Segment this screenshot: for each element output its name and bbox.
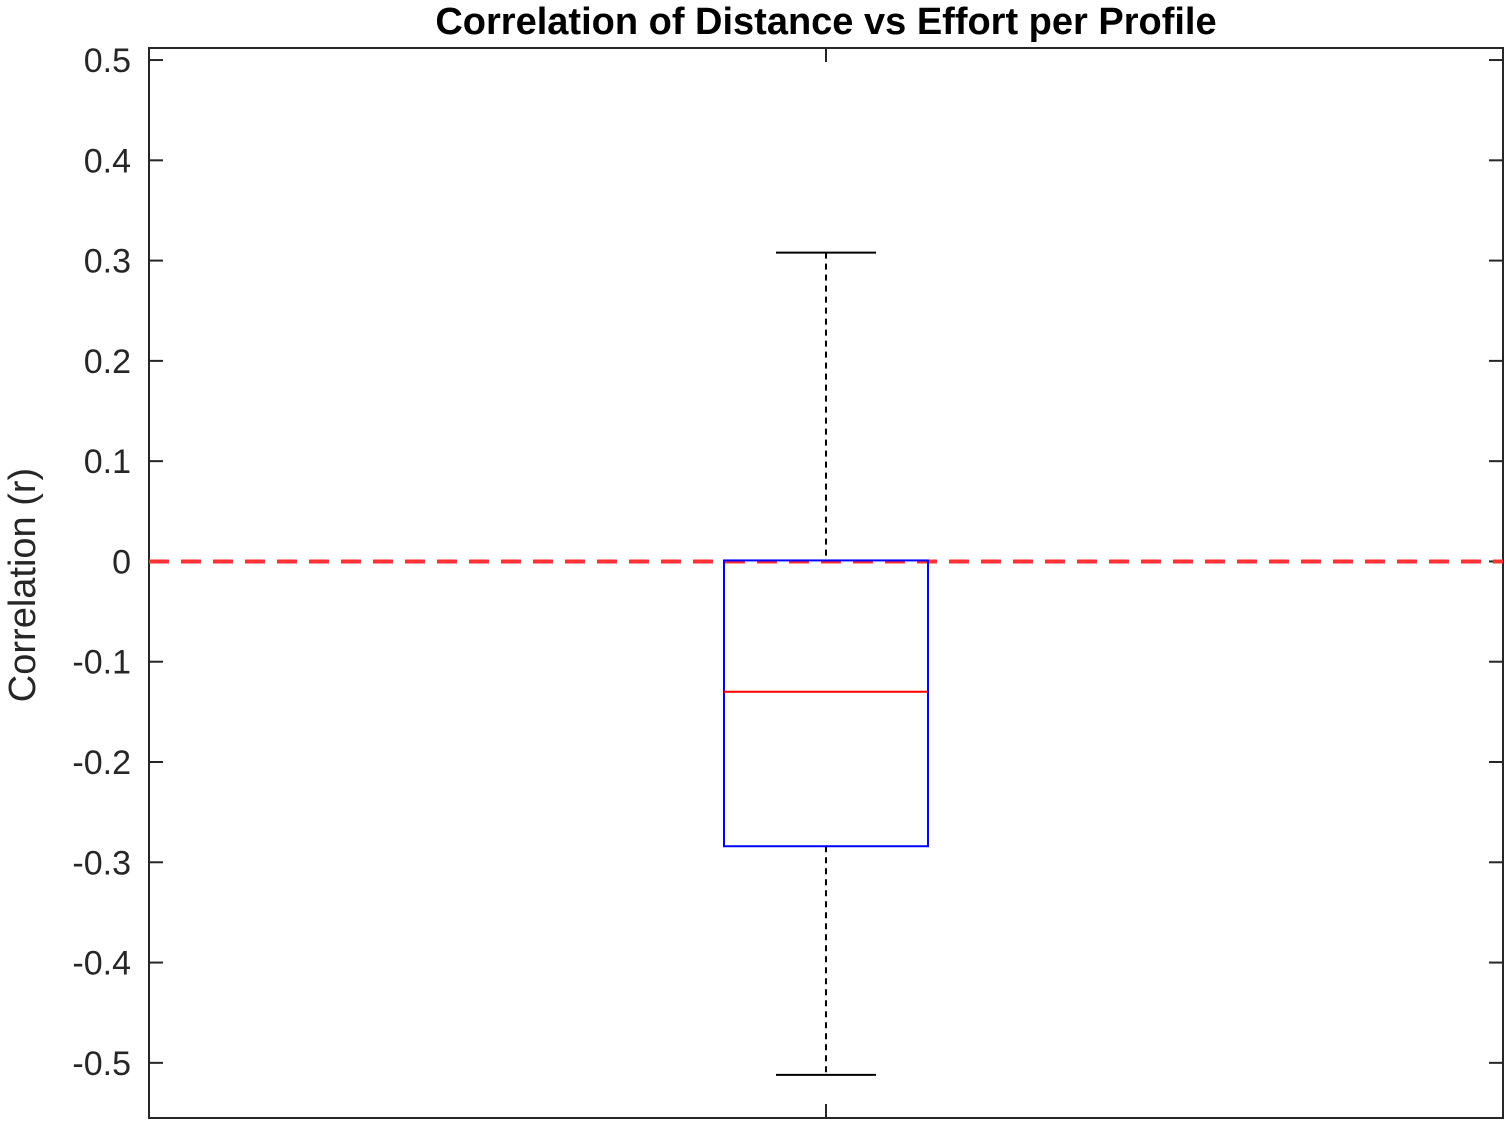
- y-tick-label: 0.5: [84, 42, 131, 80]
- y-tick-label: 0.1: [84, 443, 131, 481]
- y-tick-label: -0.2: [72, 744, 131, 782]
- chart-title: Correlation of Distance vs Effort per Pr…: [435, 1, 1216, 43]
- y-tick-label: -0.5: [72, 1045, 131, 1083]
- y-tick-label: -0.1: [72, 644, 131, 682]
- y-axis-label: Correlation (r): [2, 468, 44, 702]
- y-tick-label: 0: [112, 543, 131, 581]
- y-tick-label: 0.3: [84, 243, 131, 281]
- y-tick-label: -0.3: [72, 844, 131, 882]
- y-tick-label: 0.4: [84, 142, 131, 180]
- y-tick-label: 0.2: [84, 343, 131, 381]
- y-ticks: 0.5 0.4 0.3 0.2 0.1 0 -0.1 -0.2 -0.3 -0.4 -0.5: [72, 42, 1503, 1083]
- y-tick-label: -0.4: [72, 945, 131, 983]
- iqr-box: [723, 559, 929, 848]
